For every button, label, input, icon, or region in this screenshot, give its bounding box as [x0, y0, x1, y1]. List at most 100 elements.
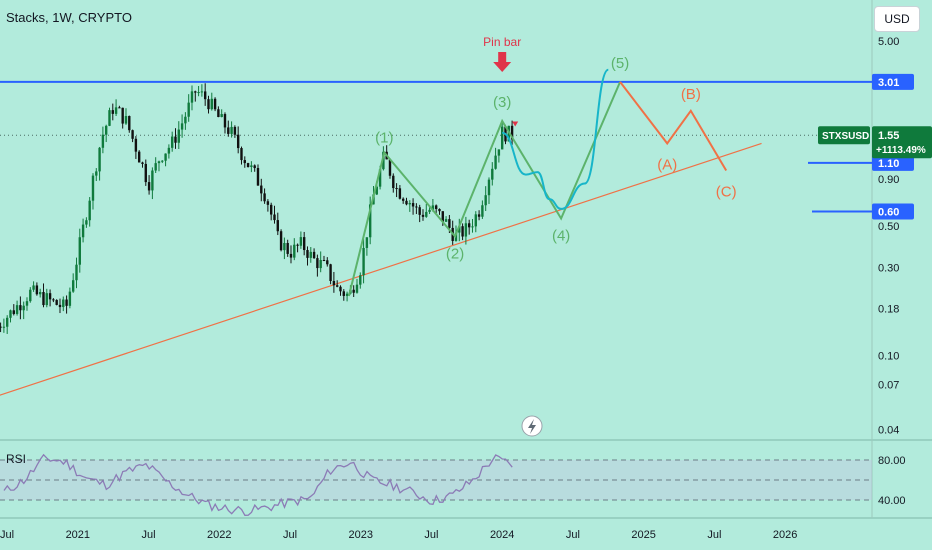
candle-body	[448, 219, 451, 228]
candle-body	[62, 299, 65, 308]
candle-body	[220, 114, 223, 118]
candle-body	[461, 226, 464, 237]
candle-body	[118, 107, 121, 109]
candle-body	[98, 147, 101, 172]
candle-body	[210, 98, 213, 110]
candle-body	[15, 305, 19, 314]
candle-body	[421, 214, 425, 217]
candle-body	[108, 110, 111, 126]
candle-body	[2, 326, 6, 328]
candle-body	[286, 242, 289, 254]
candle-body	[32, 285, 35, 290]
candle-body	[458, 226, 461, 233]
time-tick-4: Jul	[283, 529, 297, 541]
level-badge-060-text: 0.60	[878, 207, 899, 219]
symbol-badge	[818, 126, 870, 145]
candle-body	[273, 214, 276, 221]
candle-body	[362, 247, 365, 276]
level-badge-301-text: 3.01	[878, 77, 899, 89]
candle-body	[29, 289, 32, 302]
candle-body	[299, 237, 303, 246]
candle-body	[464, 223, 468, 237]
candle-body	[42, 292, 45, 306]
pin-bar-marker-icon	[512, 121, 519, 127]
candle-body	[250, 165, 253, 167]
candle-body	[279, 231, 283, 251]
correction-label-1: (B)	[681, 86, 701, 103]
candle-body	[401, 198, 405, 201]
candle-body	[296, 244, 299, 246]
candle-body	[243, 160, 246, 164]
candle-body	[190, 91, 194, 103]
candle-body	[266, 201, 270, 205]
candle-body	[233, 126, 237, 135]
candle-body	[9, 310, 12, 318]
candle-body	[500, 126, 504, 150]
candle-body	[144, 163, 147, 183]
candle-body	[180, 123, 184, 130]
currency-button[interactable]: USD	[874, 6, 920, 32]
candle-body	[378, 169, 382, 187]
candle-body	[434, 205, 438, 209]
candle-body	[48, 293, 52, 300]
candle-body	[418, 207, 421, 215]
candle-body	[388, 159, 392, 176]
last-price-badge	[872, 126, 932, 159]
rsi-line	[3, 453, 513, 516]
candle-body	[134, 138, 138, 152]
pin-bar-arrow-icon	[493, 52, 512, 72]
candle-body	[207, 99, 210, 110]
candle-body	[302, 237, 306, 251]
candle-body	[415, 206, 418, 208]
candle-body	[408, 203, 411, 205]
candle-body	[203, 91, 207, 100]
lightning-icon	[521, 415, 543, 437]
candle-body	[223, 114, 227, 128]
candle-body	[312, 251, 316, 259]
candle-body	[154, 163, 157, 171]
candle-body	[345, 293, 349, 296]
level-badge-060	[872, 203, 914, 220]
candle-body	[0, 326, 2, 328]
candle-body	[164, 153, 167, 161]
candle-body	[177, 129, 180, 143]
candle-body	[441, 211, 444, 222]
candle-body	[497, 149, 501, 156]
candle-body	[95, 171, 98, 176]
candle-body	[444, 219, 448, 222]
candle-body	[359, 275, 362, 285]
symbol-badge-text: STXSUSD	[822, 131, 869, 142]
candle-body	[236, 134, 240, 149]
correction-label-2: (C)	[716, 183, 737, 200]
candle-body	[494, 155, 497, 169]
candle-body	[335, 285, 339, 287]
candle-body	[246, 163, 250, 167]
candle-body	[75, 264, 78, 281]
candle-body	[22, 305, 25, 311]
candle-body	[339, 286, 342, 292]
candle-body	[392, 175, 395, 189]
correction-path	[619, 81, 728, 172]
candle-body	[121, 107, 124, 124]
candle-body	[45, 293, 48, 306]
time-tick-9: 2025	[631, 529, 655, 541]
candle-body	[365, 237, 369, 248]
candle-body	[81, 224, 85, 238]
candle-body	[38, 292, 42, 295]
candle-body	[481, 205, 484, 217]
candle-body	[352, 289, 355, 293]
candle-body	[124, 116, 128, 124]
candle-body	[68, 291, 72, 306]
candle-body	[128, 116, 131, 131]
time-tick-10: Jul	[707, 529, 721, 541]
candle-body	[293, 244, 296, 258]
time-tick-0: Jul	[0, 529, 14, 541]
time-tick-7: 2024	[490, 529, 514, 541]
price-tick-11: 0.04	[878, 424, 899, 436]
candle-body	[355, 284, 359, 293]
candle-body	[88, 200, 91, 221]
wave-label-2: (2)	[446, 245, 464, 262]
chart-title: Stacks, 1W, CRYPTO	[6, 10, 132, 25]
candle-body	[35, 285, 39, 295]
